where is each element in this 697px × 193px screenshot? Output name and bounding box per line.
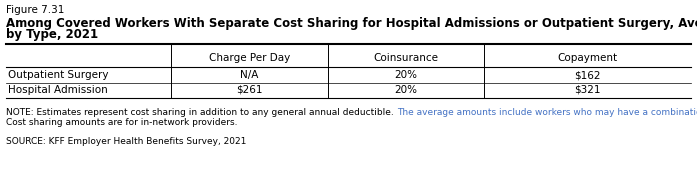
- Text: $162: $162: [574, 70, 601, 80]
- Text: SOURCE: KFF Employer Health Benefits Survey, 2021: SOURCE: KFF Employer Health Benefits Sur…: [6, 137, 246, 146]
- Text: Coinsurance: Coinsurance: [374, 53, 438, 63]
- Text: Charge Per Day: Charge Per Day: [208, 53, 290, 63]
- Text: Outpatient Surgery: Outpatient Surgery: [8, 70, 109, 80]
- Text: by Type, 2021: by Type, 2021: [6, 28, 98, 41]
- Text: $321: $321: [574, 85, 601, 95]
- Text: N/A: N/A: [240, 70, 259, 80]
- Text: Cost sharing amounts are for in-network providers.: Cost sharing amounts are for in-network …: [6, 118, 238, 127]
- Text: Hospital Admission: Hospital Admission: [8, 85, 108, 95]
- Text: 20%: 20%: [395, 70, 418, 80]
- Text: $261: $261: [236, 85, 263, 95]
- Text: Figure 7.31: Figure 7.31: [6, 5, 64, 15]
- Text: Among Covered Workers With Separate Cost Sharing for Hospital Admissions or Outp: Among Covered Workers With Separate Cost…: [6, 17, 697, 30]
- Text: The average amounts include workers who may have a combination of types of cost : The average amounts include workers who …: [397, 108, 697, 117]
- Text: NOTE: Estimates represent cost sharing in addition to any general annual deducti: NOTE: Estimates represent cost sharing i…: [6, 108, 397, 117]
- Text: 20%: 20%: [395, 85, 418, 95]
- Text: Copayment: Copayment: [558, 53, 618, 63]
